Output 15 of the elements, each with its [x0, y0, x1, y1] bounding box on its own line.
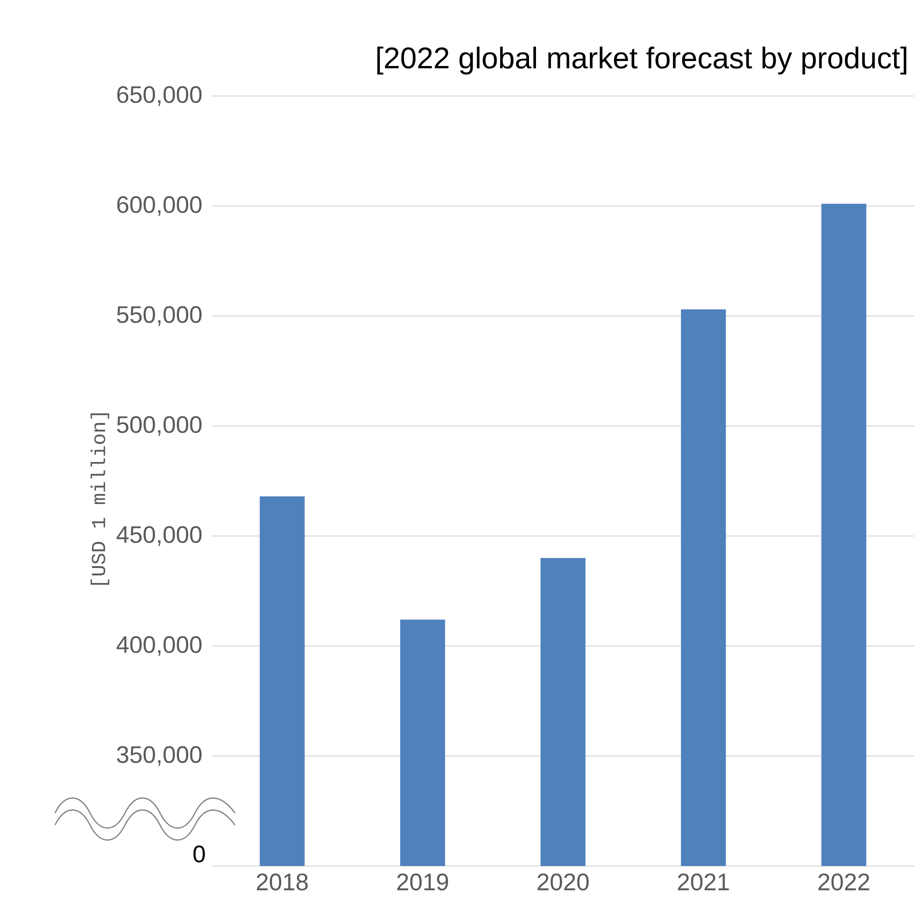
x-tick-label: 2021 [678, 874, 729, 890]
x-tick-label: 2022 [818, 874, 870, 890]
y-tick-label: 650,000 [117, 86, 202, 106]
y-tick-label: 350,000 [116, 746, 202, 766]
y-axis-title: [USD 1 million] [90, 413, 110, 585]
x-tick-label: 2020 [538, 874, 589, 890]
y-tick-label: 600,000 [117, 196, 202, 216]
x-tick-label: 2018 [256, 874, 308, 890]
y-tick-label: 450,000 [116, 526, 202, 546]
y-tick-label: 500,000 [117, 416, 202, 436]
y-tick-label: 400,000 [116, 636, 202, 656]
chart-title: [2022 global market forecast by product] [377, 46, 906, 74]
x-tick-label: 2019 [397, 874, 448, 890]
y-tick-label: 550,000 [117, 306, 202, 326]
text: 0 [193, 846, 205, 862]
